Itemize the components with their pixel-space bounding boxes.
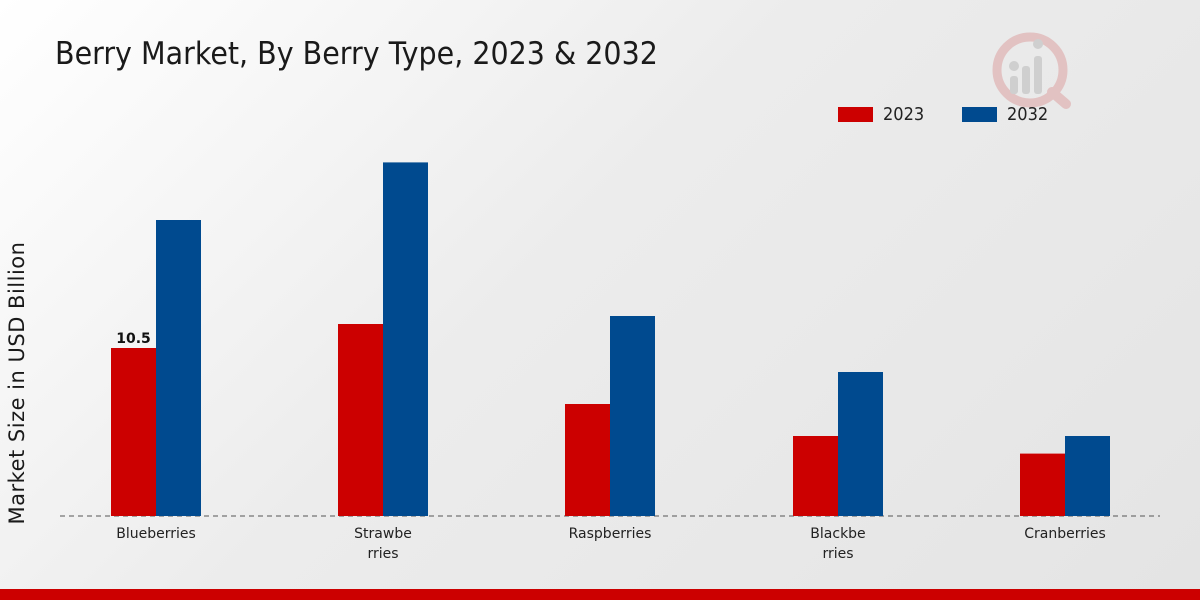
x-tick-label-1: Strawbe rries (354, 526, 412, 562)
bottom-accent-bar (0, 589, 1200, 600)
bar-2032-2 (610, 316, 655, 516)
legend-label-2023: 2023 (883, 104, 925, 125)
bar-2032-1 (383, 162, 428, 516)
bar-2023-1 (338, 324, 383, 516)
bar-2023-0 (111, 348, 156, 516)
legend-item-2023: 2023 (838, 104, 929, 125)
x-tick-label-4: Cranberries (1024, 526, 1106, 542)
data-label-0: 10.5 (116, 331, 151, 347)
bar-2032-3 (838, 372, 883, 516)
chart-title: Berry Market, By Berry Type, 2023 & 2032 (55, 36, 658, 72)
x-tick-label-0: Blueberries (116, 526, 196, 542)
legend-swatch-2023 (838, 107, 873, 122)
bar-2023-3 (793, 436, 838, 516)
x-tick-label-3: Blackbe rries (810, 526, 865, 562)
legend-swatch-2032 (961, 107, 997, 122)
bar-2023-4 (1020, 453, 1065, 516)
legend-label-2032: 2032 (1006, 104, 1049, 125)
bar-2032-0 (156, 220, 201, 516)
x-tick-label-2: Raspberries (569, 526, 652, 542)
bar-2023-2 (565, 404, 610, 516)
brand-logo-icon (992, 32, 1071, 109)
bar-2032-4 (1065, 436, 1110, 516)
legend-item-2032: 2032 (961, 104, 1053, 125)
chart-legend: 2023 2032 (838, 104, 1086, 125)
